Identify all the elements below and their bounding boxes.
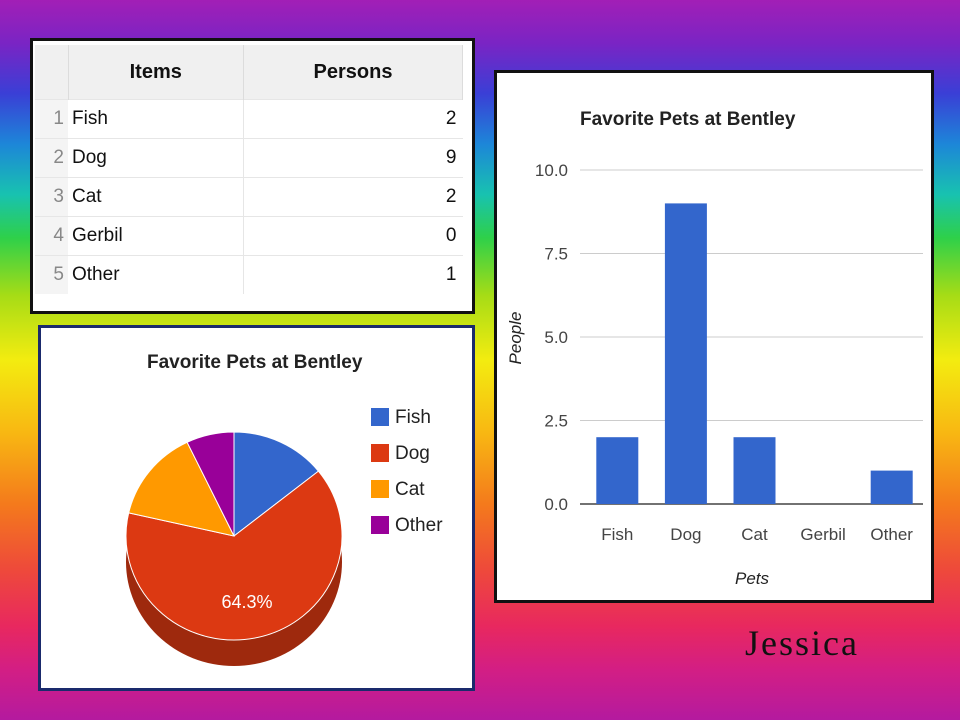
- bar-cat: [733, 437, 776, 504]
- legend-label-other: Other: [395, 515, 443, 536]
- pie-chart-panel: Favorite Pets at Bentley 64.3% Fish Dog Ca…: [38, 325, 475, 691]
- x-tick-label-other: Other: [870, 525, 913, 544]
- table-row: 1 Fish 2: [35, 99, 463, 139]
- legend-label-fish: Fish: [395, 407, 431, 428]
- pie-slice-fish: [233, 431, 320, 538]
- persons-cell: 0: [243, 216, 463, 256]
- pie-data-label: 64.3%: [221, 592, 272, 612]
- legend-swatch-dog: [371, 444, 389, 462]
- bar-chart-panel: Favorite Pets at Bentley 0.0 2.5 5.0 7.5 10.…: [494, 70, 934, 603]
- bar-dog: [664, 203, 707, 504]
- row-number: 5: [35, 255, 68, 294]
- item-cell: Gerbil: [68, 216, 244, 256]
- bar-chart: Favorite Pets at Bentley 0.0 2.5 5.0 7.5 10.…: [506, 109, 923, 588]
- item-cell: Fish: [68, 99, 244, 139]
- legend-swatch-fish: [371, 408, 389, 426]
- y-tick-label: 2.5: [544, 412, 568, 431]
- y-tick-label: 10.0: [535, 161, 568, 180]
- table-row: 2 Dog 9: [35, 138, 463, 178]
- y-tick-label: 0.0: [544, 495, 568, 514]
- row-number: 1: [35, 99, 68, 139]
- x-tick-label-gerbil: Gerbil: [800, 525, 845, 544]
- pie-chart-title: Favorite Pets at Bentley: [147, 352, 363, 373]
- pie-slice-cat: [128, 441, 235, 537]
- legend-swatch-other: [371, 516, 389, 534]
- pets-table: Items Persons 1 Fish 2 2 Dog 9 3 Cat 2 4: [35, 45, 463, 294]
- data-table-panel: Items Persons 1 Fish 2 2 Dog 9 3 Cat 2 4: [30, 38, 475, 314]
- row-number: 3: [35, 177, 68, 217]
- row-number: 2: [35, 138, 68, 178]
- legend-swatch-cat: [371, 480, 389, 498]
- table-row: 3 Cat 2: [35, 177, 463, 217]
- persons-cell: 1: [243, 255, 463, 294]
- pie-slice-dog: [125, 470, 343, 641]
- table-header-row: Items Persons: [35, 45, 463, 100]
- pie-chart: Favorite Pets at Bentley 64.3% Fish Dog Ca…: [125, 352, 443, 666]
- item-cell: Other: [68, 255, 244, 294]
- persons-cell: 2: [243, 177, 463, 217]
- table-row: 5 Other 1: [35, 255, 463, 294]
- pie-slice-other: [186, 431, 235, 537]
- item-cell: Cat: [68, 177, 244, 217]
- items-header: Items: [68, 45, 244, 100]
- table-row: 4 Gerbil 0: [35, 216, 463, 256]
- y-tick-label: 5.0: [544, 328, 568, 347]
- x-axis-label: Pets: [735, 569, 770, 588]
- bar-fish: [596, 437, 639, 504]
- persons-header: Persons: [243, 45, 463, 100]
- legend-label-cat: Cat: [395, 479, 425, 500]
- x-tick-label-cat: Cat: [741, 525, 768, 544]
- x-tick-label-dog: Dog: [670, 525, 701, 544]
- legend-label-dog: Dog: [395, 443, 430, 464]
- y-tick-label: 7.5: [544, 245, 568, 264]
- persons-cell: 2: [243, 99, 463, 139]
- item-cell: Dog: [68, 138, 244, 178]
- persons-cell: 9: [243, 138, 463, 178]
- x-tick-label-fish: Fish: [601, 525, 633, 544]
- bar-chart-title: Favorite Pets at Bentley: [580, 109, 796, 130]
- row-number: 4: [35, 216, 68, 256]
- row-number-header: [35, 45, 69, 100]
- y-axis-label: People: [506, 312, 525, 365]
- author-signature: Jessica: [745, 623, 859, 663]
- bar-other: [870, 470, 913, 504]
